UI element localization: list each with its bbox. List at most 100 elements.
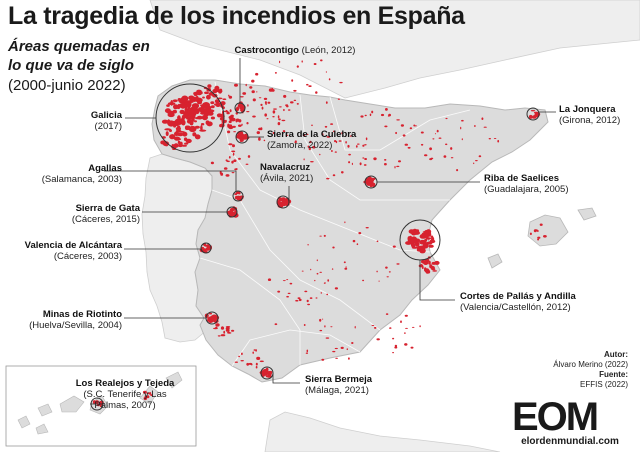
burned-patch — [321, 358, 325, 361]
burned-patch — [231, 117, 236, 122]
burned-patch — [176, 125, 181, 131]
label-bermeja-detail: (Málaga, 2021) — [305, 385, 369, 396]
burned-patch — [307, 145, 310, 148]
burned-patch — [539, 223, 543, 226]
burned-patch — [310, 161, 314, 163]
source-name: EFFIS (2022) — [579, 380, 628, 389]
burned-patch — [196, 115, 203, 120]
burned-patch — [216, 113, 222, 118]
burned-patch — [238, 134, 245, 139]
burned-patch — [223, 330, 226, 334]
burned-patch — [181, 119, 186, 126]
burned-patch — [445, 117, 448, 120]
burned-patch — [337, 98, 340, 100]
burned-patch — [409, 239, 417, 244]
burned-patch — [165, 143, 168, 147]
burned-patch — [214, 316, 218, 319]
burned-patch — [192, 132, 197, 137]
burned-patch — [307, 244, 309, 246]
burned-patch — [286, 279, 289, 281]
burned-patch — [227, 210, 233, 215]
burned-patch — [256, 356, 261, 360]
burned-patch — [259, 360, 264, 363]
burned-patch — [143, 396, 147, 401]
burned-patch — [351, 162, 353, 166]
burned-patch — [287, 292, 291, 295]
burned-patch — [369, 183, 373, 188]
burned-patch — [220, 118, 224, 120]
burned-patch — [232, 152, 235, 156]
burned-patch — [308, 147, 311, 151]
burned-patch — [362, 279, 365, 282]
burned-patch — [198, 91, 203, 93]
burned-patch — [483, 126, 487, 128]
burned-patch — [344, 221, 346, 224]
burned-patch — [367, 176, 372, 181]
burned-patch — [226, 160, 230, 163]
burned-patch — [267, 370, 273, 374]
burned-patch — [371, 325, 375, 326]
burned-patch — [175, 105, 181, 109]
burned-patch — [210, 105, 215, 109]
burned-patch — [212, 88, 218, 94]
burned-patch — [200, 246, 204, 249]
burned-patch — [429, 158, 433, 161]
burned-patch — [215, 323, 220, 327]
burned-patch — [376, 270, 378, 273]
burned-patch — [340, 346, 344, 349]
burned-patch — [251, 79, 255, 83]
burned-patch — [325, 71, 327, 73]
burned-patch — [184, 142, 189, 145]
burned-patch — [199, 129, 207, 132]
burned-patch — [213, 327, 218, 330]
burned-patch — [388, 113, 391, 117]
burned-patch — [461, 138, 463, 141]
burned-patch — [293, 89, 297, 92]
burned-patch — [404, 143, 408, 146]
burned-patch — [443, 155, 447, 158]
burned-patch — [394, 346, 398, 349]
burned-patch — [392, 352, 394, 354]
map-subtitle-line1: Áreas quemadas en — [8, 38, 150, 55]
label-bermeja-name: Sierra Bermeja — [305, 374, 373, 385]
burned-patch — [234, 361, 238, 363]
label-castrocontigo-detail: (León, 2012) — [301, 45, 356, 56]
label-galicia-detail: (2017) — [94, 121, 122, 132]
burned-patch — [223, 167, 228, 170]
burned-patch — [321, 133, 324, 136]
burned-patch — [206, 94, 211, 100]
burned-patch — [273, 108, 277, 110]
burned-patch — [196, 97, 201, 101]
burned-patch — [205, 120, 210, 125]
burned-patch — [537, 238, 540, 241]
burned-patch — [225, 326, 231, 328]
burned-patch — [362, 157, 365, 159]
burned-patch — [188, 113, 195, 117]
burned-patch — [364, 158, 367, 160]
burned-patch — [305, 352, 309, 354]
burned-patch — [320, 292, 322, 294]
label-bermeja: Sierra Bermeja (Málaga, 2021) — [305, 374, 372, 396]
burned-patch — [200, 104, 204, 107]
burned-patch — [410, 346, 414, 349]
burned-patch — [326, 177, 330, 180]
burned-patch — [413, 124, 416, 127]
burned-patch — [429, 147, 432, 151]
burned-patch — [411, 326, 415, 328]
burned-patch — [376, 240, 379, 243]
label-realejos-detail1: (S.C. Tenerife y Las — [83, 389, 167, 400]
label-realejos-detail2: Palmas, 2007) — [94, 400, 156, 411]
burned-patch — [296, 65, 299, 68]
burned-patch — [396, 165, 400, 168]
burned-patch — [200, 108, 206, 112]
burned-patch — [531, 116, 537, 119]
burned-patch — [279, 197, 285, 202]
label-agallas-name: Agallas — [88, 163, 122, 174]
burned-patch — [264, 113, 268, 117]
burned-patch — [338, 140, 342, 142]
burned-patch — [306, 299, 309, 303]
burned-patch — [392, 245, 396, 248]
burned-patch — [424, 243, 428, 245]
map-subtitle-line2: lo que va de siglo — [8, 57, 134, 74]
burned-patch — [249, 86, 253, 89]
